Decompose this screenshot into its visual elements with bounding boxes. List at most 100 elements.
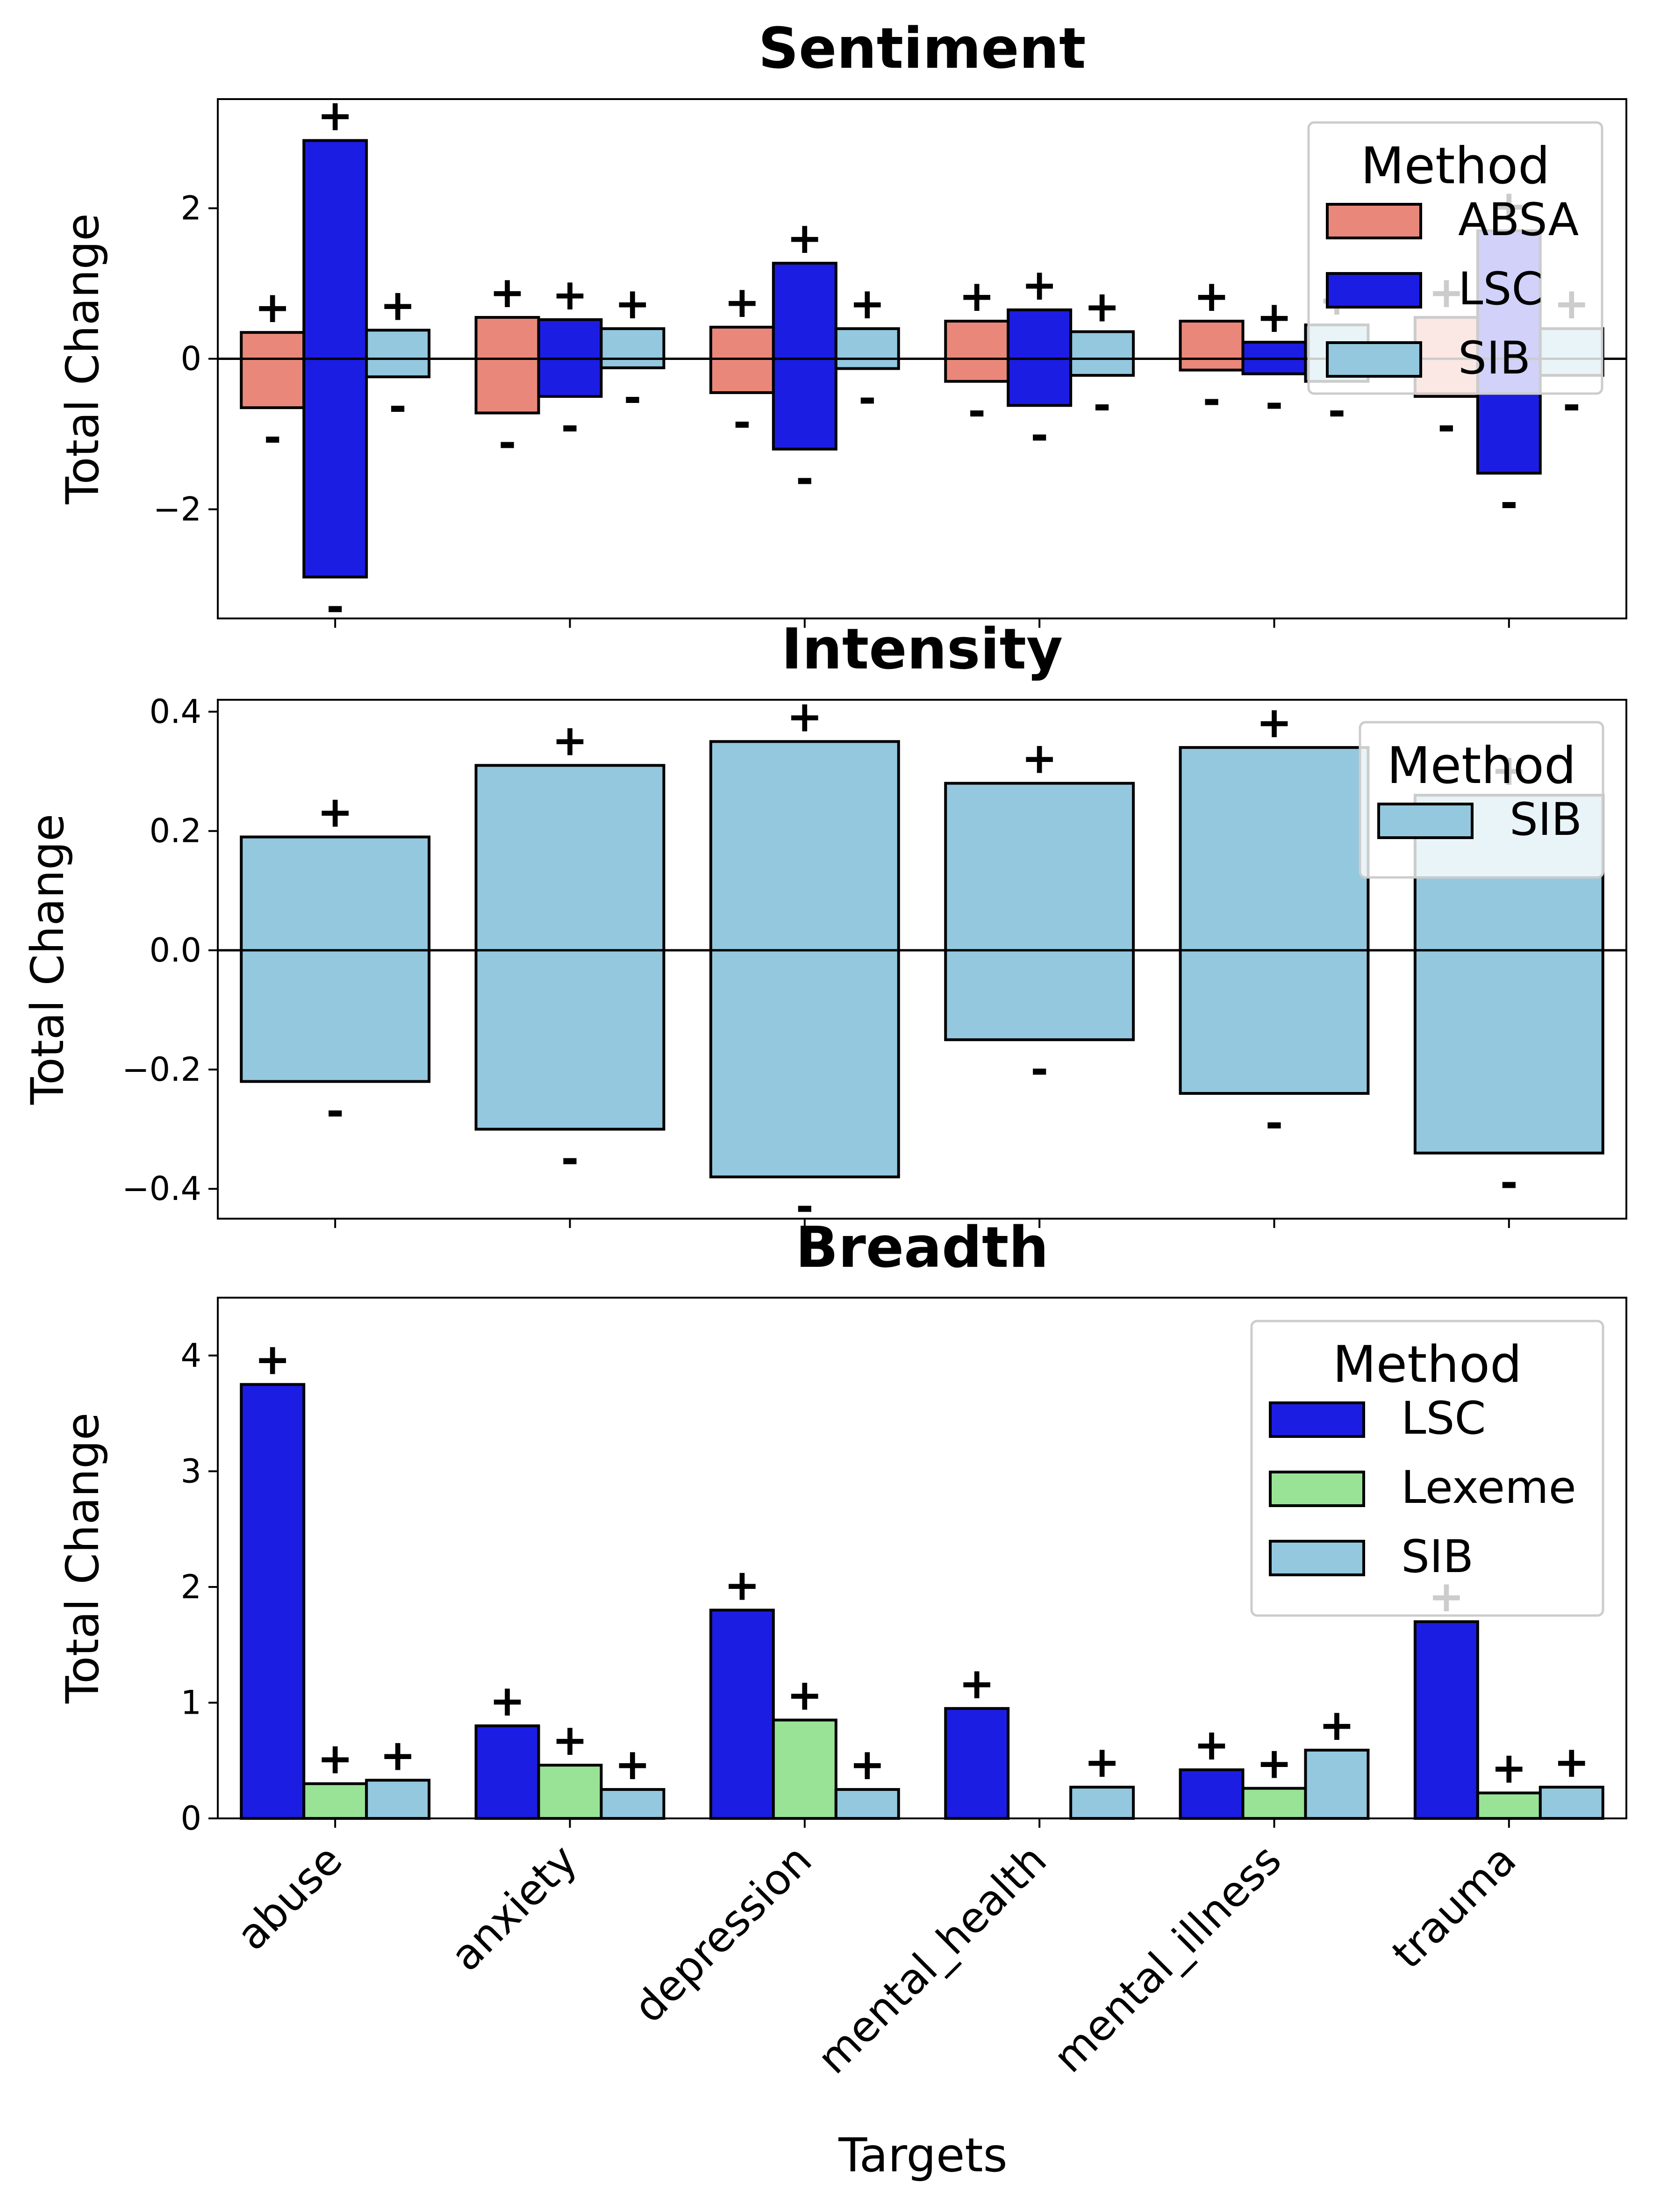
sentiment-negative-marker: - [968, 386, 986, 436]
sentiment-negative-marker: - [859, 373, 876, 423]
sentiment-positive-marker: + [724, 277, 760, 327]
intensity-y-tick-label: 0.2 [150, 812, 201, 850]
sentiment-positive-marker: + [317, 91, 353, 141]
breadth-legend-label-lsc: LSC [1401, 1392, 1486, 1444]
breadth-legend-label-lexeme: Lexeme [1401, 1461, 1576, 1514]
sentiment-negative-marker: - [1202, 375, 1220, 425]
breadth-bar-lexeme [772, 1718, 837, 1820]
intensity-axes-frame [217, 699, 1627, 1220]
breadth-y-tick-label: 3 [180, 1452, 201, 1490]
breadth-positive-marker: + [787, 1670, 823, 1720]
intensity-negative-marker: - [1030, 1044, 1048, 1094]
breadth-positive-marker: + [489, 1676, 525, 1726]
breadth-positive-marker: + [1194, 1720, 1230, 1770]
intensity-negative-marker: - [796, 1182, 814, 1232]
breadth-positive-marker: + [959, 1659, 995, 1709]
sentiment-positive-marker: + [1022, 260, 1058, 310]
intensity-positive-marker: + [317, 787, 353, 837]
sentiment-negative-marker: - [561, 401, 579, 451]
breadth-bar-sib [1069, 1786, 1135, 1820]
sentiment-bar-absa [474, 316, 540, 415]
sentiment-negative-marker: - [389, 381, 407, 431]
sentiment-positive-marker: + [552, 270, 588, 320]
sentiment-y-tick-label: 2 [180, 189, 201, 227]
breadth-legend-swatch-lexeme [1269, 1471, 1365, 1507]
sentiment-legend-label-lsc: LSC [1458, 263, 1543, 315]
breadth-legend-title: Method [1332, 1336, 1522, 1394]
sentiment-legend-swatch-absa [1326, 203, 1422, 239]
sentiment-positive-marker: + [380, 280, 416, 330]
breadth-positive-marker: + [849, 1739, 885, 1789]
sentiment-positive-marker: + [849, 279, 885, 329]
sentiment-positive-marker: + [959, 271, 995, 321]
breadth-bar-sib [1304, 1748, 1370, 1820]
sentiment-legend-swatch-lsc [1326, 272, 1422, 309]
sentiment-bar-absa [240, 331, 306, 409]
intensity-y-axis-label: Total Change [21, 814, 74, 1105]
breadth-bar-lsc [944, 1707, 1010, 1820]
sentiment-bar-sib [365, 329, 431, 379]
sentiment-panel-title: Sentiment [759, 16, 1086, 81]
breadth-bar-lexeme [1476, 1791, 1542, 1820]
breadth-positive-marker: + [1553, 1737, 1589, 1787]
breadth-positive-marker: + [552, 1715, 588, 1765]
breadth-positive-marker: + [317, 1734, 353, 1784]
breadth-bar-lsc [1413, 1620, 1479, 1820]
sentiment-axes-frame [217, 98, 1627, 619]
intensity-y-tick-label: 0.0 [150, 931, 201, 970]
intensity-bar-sib [240, 835, 431, 1083]
breadth-bar-lexeme [1241, 1787, 1307, 1820]
sentiment-negative-marker: - [623, 373, 641, 423]
breadth-bar-sib [365, 1779, 431, 1820]
sentiment-legend-swatch-sib [1326, 341, 1422, 378]
sentiment-positive-marker: + [489, 267, 525, 317]
breadth-positive-marker: + [1084, 1737, 1120, 1787]
sentiment-y-tick-label: −2 [153, 490, 201, 529]
breadth-y-tick-label: 1 [180, 1683, 201, 1722]
intensity-negative-marker: - [1500, 1158, 1518, 1208]
sentiment-bar-sib [1069, 330, 1135, 377]
breadth-panel-title: Breadth [795, 1215, 1049, 1280]
sentiment-negative-marker: - [1030, 410, 1048, 460]
breadth-positive-marker: + [1491, 1743, 1527, 1793]
breadth-bar-sib [600, 1788, 665, 1820]
sentiment-bar-absa [1179, 319, 1245, 372]
breadth-bar-sib [834, 1788, 900, 1820]
breadth-positive-marker: + [380, 1730, 416, 1780]
sentiment-legend-label-sib: SIB [1458, 332, 1531, 384]
intensity-y-tick-label: −0.2 [122, 1050, 201, 1089]
breadth-y-tick-label: 4 [180, 1336, 201, 1375]
breadth-y-axis-label: Total Change [57, 1413, 109, 1704]
sentiment-bar-lsc [772, 262, 837, 451]
sentiment-positive-marker: + [1084, 282, 1120, 332]
sentiment-negative-marker: - [326, 582, 344, 632]
breadth-bar-lsc [474, 1724, 540, 1820]
breadth-positive-marker: + [615, 1739, 651, 1789]
sentiment-negative-marker: - [1500, 478, 1518, 528]
sentiment-bar-sib [600, 327, 665, 369]
breadth-y-tick-label: 0 [180, 1799, 201, 1838]
intensity-bar-sib [709, 740, 900, 1178]
sentiment-negative-marker: - [264, 412, 281, 462]
sentiment-legend-title: Method [1360, 137, 1550, 195]
breadth-bar-lsc [240, 1383, 306, 1820]
breadth-positive-marker: + [1256, 1738, 1292, 1788]
breadth-bar-sib [1539, 1786, 1604, 1820]
intensity-legend-label-sib: SIB [1510, 793, 1582, 846]
sentiment-negative-marker: - [1093, 380, 1111, 430]
sentiment-positive-marker: + [1256, 292, 1292, 342]
intensity-legend-title: Method [1387, 737, 1576, 795]
intensity-bar-sib [1179, 746, 1370, 1095]
intensity-legend-swatch-sib [1377, 803, 1474, 839]
breadth-legend-swatch-lsc [1269, 1401, 1365, 1438]
sentiment-legend-box [1307, 121, 1603, 395]
sentiment-negative-marker: - [796, 454, 814, 504]
breadth-positive-marker: + [255, 1335, 291, 1385]
breadth-bar-lexeme [302, 1782, 368, 1820]
intensity-y-tick-label: −0.4 [122, 1170, 201, 1208]
intensity-negative-marker: - [1265, 1098, 1283, 1148]
breadth-bar-lsc [709, 1609, 775, 1820]
intensity-bar-sib [944, 782, 1135, 1041]
sentiment-y-tick-label: 0 [180, 340, 201, 378]
